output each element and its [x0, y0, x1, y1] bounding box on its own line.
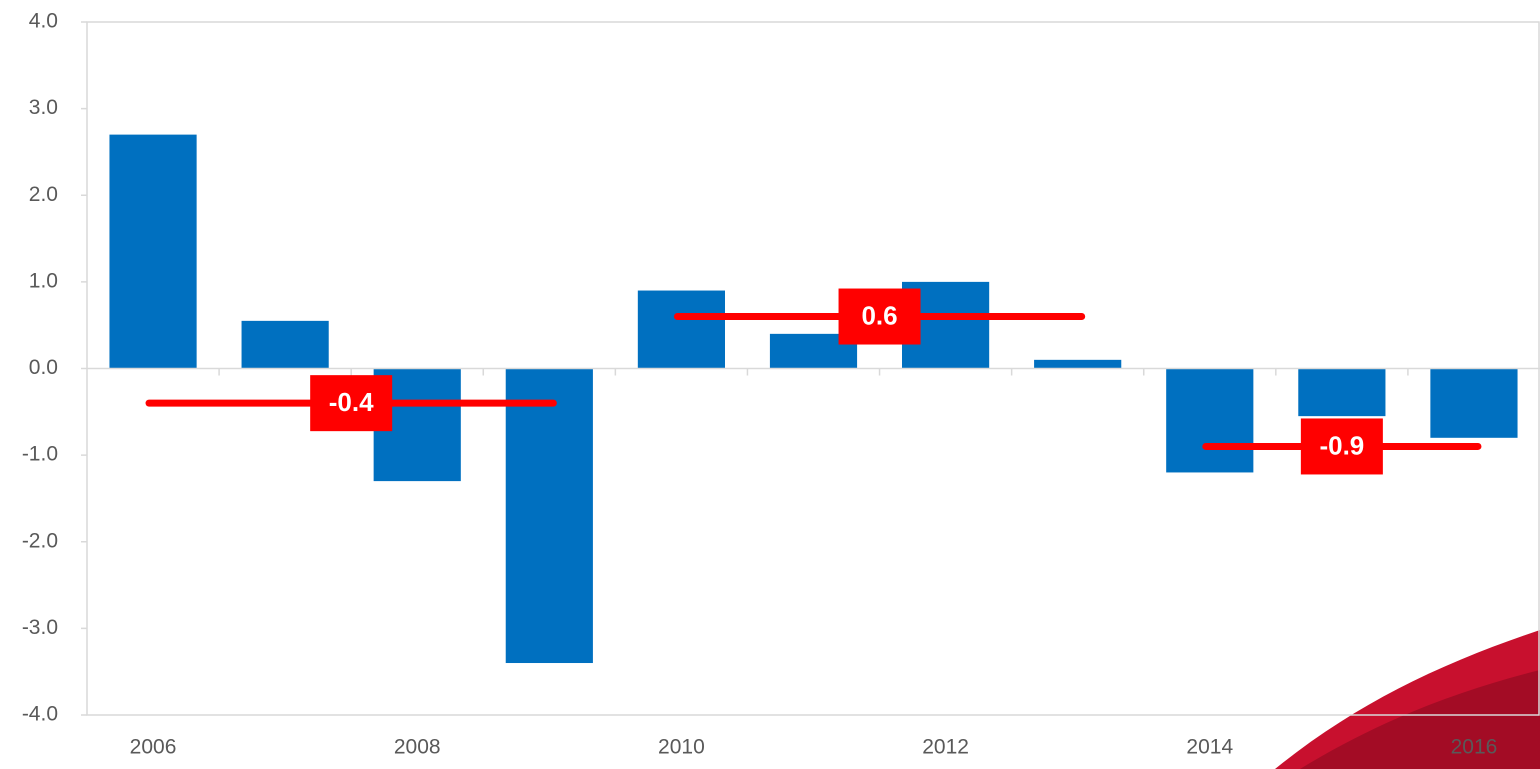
- bar: [637, 290, 725, 369]
- y-tick-label: 1.0: [29, 269, 58, 292]
- y-tick-label: -1.0: [22, 443, 58, 466]
- average-label: -0.9: [1319, 430, 1364, 460]
- y-tick-label: 0.0: [29, 356, 58, 379]
- x-tick-label: 2006: [130, 736, 177, 759]
- bar: [1034, 359, 1122, 369]
- y-tick-label: 3.0: [29, 96, 58, 119]
- y-tick-label: 4.0: [29, 10, 58, 33]
- x-tick-label: 2008: [394, 736, 441, 759]
- x-tick-label: 2012: [922, 736, 969, 759]
- bar: [1298, 368, 1386, 417]
- average-label: -0.4: [329, 387, 374, 417]
- average-label-box: [838, 288, 921, 345]
- y-tick-label: -4.0: [22, 703, 58, 726]
- x-tick-label: 2010: [658, 736, 705, 759]
- average-label-box: [310, 375, 393, 432]
- x-tick-label: 2016: [1451, 736, 1498, 759]
- bar: [505, 368, 593, 664]
- average-label-box: [1300, 418, 1383, 475]
- bar: [1166, 368, 1254, 473]
- x-tick-label: 2014: [1186, 736, 1233, 759]
- bar: [1430, 368, 1518, 438]
- y-tick-label: -3.0: [22, 616, 58, 639]
- bar: [109, 134, 197, 369]
- y-tick-label: -2.0: [22, 529, 58, 552]
- bar: [241, 320, 329, 369]
- average-label: 0.6: [861, 300, 897, 330]
- decorative-swoosh-shade: [1300, 670, 1540, 769]
- y-tick-label: 2.0: [29, 183, 58, 206]
